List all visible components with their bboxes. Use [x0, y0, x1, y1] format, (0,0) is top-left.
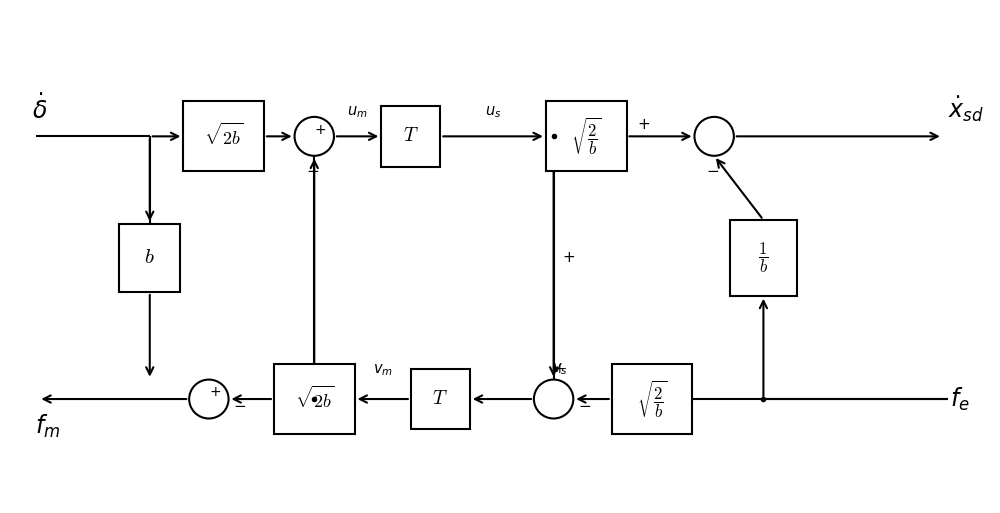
Text: $f_m$: $f_m$ — [35, 412, 60, 440]
Text: $v_m$: $v_m$ — [373, 362, 393, 378]
Bar — [119, 224, 180, 292]
Text: $f_e$: $f_e$ — [950, 385, 969, 412]
Circle shape — [295, 117, 334, 156]
Text: $\sqrt{\dfrac{2}{b}}$: $\sqrt{\dfrac{2}{b}}$ — [571, 115, 601, 157]
Circle shape — [189, 380, 229, 419]
Bar — [612, 364, 692, 434]
Text: $-$: $-$ — [706, 162, 719, 176]
Circle shape — [534, 380, 573, 419]
Text: $\dfrac{1}{b}$: $\dfrac{1}{b}$ — [758, 241, 769, 275]
Bar — [274, 364, 355, 434]
Text: $+$: $+$ — [314, 123, 326, 136]
Bar — [546, 102, 627, 171]
Bar — [183, 102, 264, 171]
Text: $v_s$: $v_s$ — [552, 361, 567, 377]
Text: $+$: $+$ — [637, 117, 650, 132]
Text: $-$: $-$ — [233, 398, 247, 412]
Text: $\sqrt{2b}$: $\sqrt{2b}$ — [204, 123, 243, 149]
Text: $u_m$: $u_m$ — [347, 104, 368, 120]
Bar — [411, 369, 470, 429]
Text: $-$: $-$ — [578, 398, 591, 412]
Text: $T$: $T$ — [403, 127, 419, 145]
Text: $\sqrt{\dfrac{2}{b}}$: $\sqrt{\dfrac{2}{b}}$ — [637, 378, 667, 420]
Text: $+$: $+$ — [553, 362, 566, 376]
Text: $-$: $-$ — [306, 162, 319, 176]
Circle shape — [694, 117, 734, 156]
Text: $+$: $+$ — [562, 250, 575, 265]
Bar — [381, 106, 440, 167]
Text: $b$: $b$ — [144, 248, 155, 267]
Text: $\sqrt{2b}$: $\sqrt{2b}$ — [295, 386, 334, 412]
Text: $T$: $T$ — [432, 390, 448, 408]
Text: $\dot{x}_{sd}$: $\dot{x}_{sd}$ — [948, 94, 984, 124]
Text: $u_s$: $u_s$ — [485, 104, 501, 120]
Text: $+$: $+$ — [209, 385, 221, 399]
Bar — [730, 220, 797, 296]
Text: $\dot{\delta}$: $\dot{\delta}$ — [32, 94, 47, 124]
